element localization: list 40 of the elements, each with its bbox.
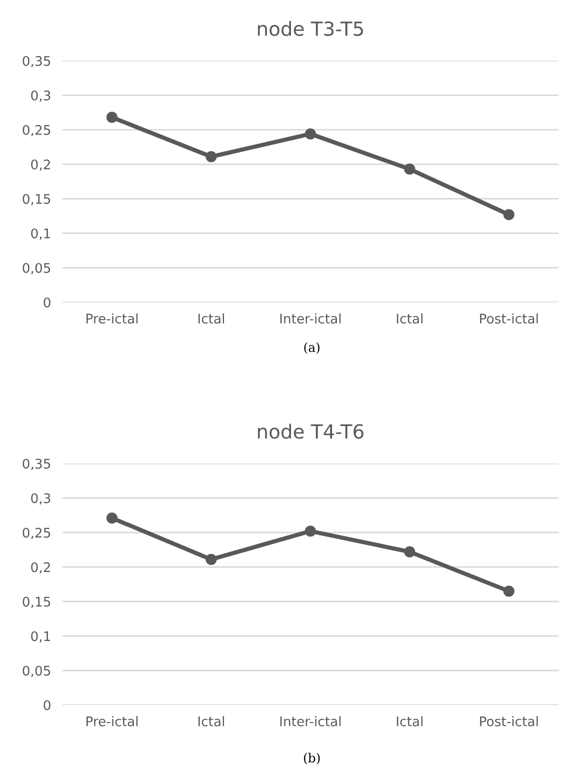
x-tick-label: Ictal [198,313,224,324]
point [106,112,118,123]
y-tick-label: 0,15 [22,194,50,206]
y-tick-label: 0,35 [22,458,50,470]
y-tick-label: 0,1 [31,228,50,240]
x-tick-label: Post-ictal [480,716,538,726]
point [206,151,217,162]
y-tick-label: 0 [44,700,50,710]
point [503,586,514,597]
x-tick-label: Ictal [396,716,422,726]
y-tick-label: 0,25 [22,124,50,136]
point [503,209,514,220]
x-tick-label: Inter-ictal [280,716,341,726]
y-tick-label: 0,15 [22,596,50,608]
y-tick-label: 0,25 [22,528,50,540]
y-tick-label: 0,1 [31,631,50,643]
y-tick-label: 0,2 [31,159,50,171]
text: (b) [304,752,320,764]
x-tick-label: Ictal [198,716,224,726]
point [404,546,416,558]
point [304,526,316,537]
point [404,164,416,175]
chart-title: node T3-T5 [258,20,363,36]
x-tick-label: Ictal [396,313,422,324]
y-tick-label: 0,2 [31,562,50,574]
y-tick-label: 0 [44,297,50,308]
y-tick-label: 0,35 [22,56,50,68]
y-tick-label: 0,05 [22,262,50,274]
y-tick-label: 0,05 [22,666,50,678]
y-tick-label: 0,3 [31,493,50,505]
point [106,512,118,524]
x-tick-label: Inter-ictal [280,313,341,324]
point [206,554,217,565]
text: (a) [304,342,320,354]
x-tick-label: Post-ictal [480,313,538,324]
point [304,128,316,140]
x-tick-label: Pre-ictal [86,716,138,726]
y-tick-label: 0,3 [31,90,50,102]
x-tick-label: Pre-ictal [86,313,138,324]
chart-title: node T4-T6 [258,424,364,439]
